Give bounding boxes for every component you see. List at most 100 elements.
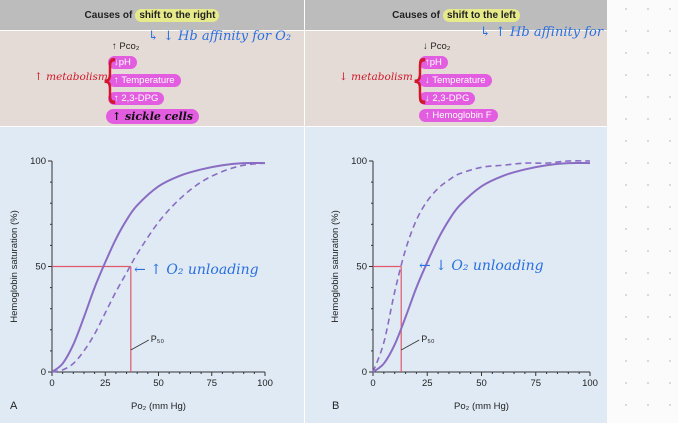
grid-dot — [669, 294, 671, 296]
grid-dot — [625, 228, 627, 230]
panel-a-pill-temperature: ↑ Temperature — [108, 74, 181, 87]
series-normal — [51, 161, 266, 373]
panel-b-chart-bg — [305, 127, 607, 423]
panel-b-pill-ph: ↑pH — [419, 56, 448, 69]
panel-b-chart: 0 50 100 0 25 50 75 100 Po₂ (mm Hg) Hemoglobin sa… — [330, 156, 598, 412]
right-margin-band — [607, 0, 678, 423]
panel-b-brace: { — [411, 50, 429, 108]
y-tick-label: 0 — [41, 367, 46, 378]
series-shifted-left — [372, 160, 591, 373]
grid-dot — [669, 140, 671, 142]
y-tick-label: 0 — [362, 367, 367, 378]
grid-dot — [647, 8, 649, 10]
grid-dot — [625, 184, 627, 186]
grid-dot — [647, 52, 649, 54]
grid-dot — [669, 360, 671, 362]
grid-dot — [647, 184, 649, 186]
x-tick-label: 25 — [422, 378, 433, 389]
grid-dot — [625, 338, 627, 340]
series-shifted-right — [51, 162, 266, 373]
grid-dot — [647, 228, 649, 230]
y-tick-label: 50 — [35, 262, 46, 273]
grid-dot — [647, 162, 649, 164]
grid-dot — [625, 250, 627, 252]
panel-b-pill-temperature: ↓ Temperature — [419, 74, 492, 87]
panel-a-brace: { — [101, 50, 119, 108]
x-tick-label: 100 — [257, 378, 273, 389]
grid-dot — [625, 316, 627, 318]
x-axis-label: Po₂ (mm Hg) — [131, 401, 186, 412]
panel-b-annot-affinity: ↳ ↑ Hb affinity for O₂ — [480, 25, 624, 40]
y-axis-label: Hemoglobin saturation (%) — [330, 210, 341, 322]
grid-dot — [647, 294, 649, 296]
panel-b-header-prefix: Causes of — [392, 9, 440, 21]
panel-a-chart: 0 50 100 0 25 50 75 100 Po₂ (mm Hg) Hemoglobin sa… — [9, 156, 273, 412]
panel-b-factors: ↓ Pco₂ ↑pH ↓ Temperature ↓ 2,3-DPG ↑ Hem… — [305, 25, 623, 126]
grid-dot — [669, 74, 671, 76]
x-tick-label: 50 — [476, 378, 487, 389]
grid-dot — [625, 382, 627, 384]
grid-dot — [669, 338, 671, 340]
grid-dot — [647, 74, 649, 76]
panel-label: A — [10, 400, 18, 412]
panel-a: Causes of shift to the right ↑ Pco₂ ↓pH … — [0, 0, 304, 423]
grid-dot — [625, 162, 627, 164]
grid-dot — [625, 140, 627, 142]
grid-dot — [669, 206, 671, 208]
grid-dot — [669, 228, 671, 230]
p50-label: P₅₀ — [421, 334, 435, 344]
panel-b-pill-dpg: ↓ 2,3-DPG — [419, 92, 476, 105]
panel-a-annot-unloading: ← ↑ O₂ unloading — [134, 262, 259, 278]
panel-b-annot-metabolism: ↓ metabolism — [339, 71, 413, 83]
panel-label: B — [332, 400, 339, 412]
grid-dot — [647, 96, 649, 98]
panel-b-pill-hbf: ↑ Hemoglobin F — [419, 109, 498, 122]
grid-dot — [669, 52, 671, 54]
grid-dot — [647, 338, 649, 340]
grid-dot — [669, 8, 671, 10]
grid-dot — [625, 404, 627, 406]
grid-dot — [647, 250, 649, 252]
panel-a-annot-metabolism: ↑ metabolism — [34, 71, 108, 83]
grid-dot — [647, 30, 649, 32]
x-tick-label: 0 — [370, 378, 375, 389]
panel-b-factor-pco2: ↓ Pco₂ — [423, 41, 451, 52]
grid-dot — [669, 382, 671, 384]
panel-b-header-highlight: shift to the left — [442, 8, 520, 22]
p50-leader-line — [401, 339, 420, 351]
y-tick-label: 100 — [351, 156, 367, 167]
grid-dot — [647, 382, 649, 384]
panel-a-annot-affinity: ↳ ↓ Hb affinity for O₂ — [148, 29, 292, 44]
grid-dot — [625, 118, 627, 120]
grid-dot — [669, 184, 671, 186]
grid-dot — [669, 316, 671, 318]
grid-dot — [647, 316, 649, 318]
grid-dot — [647, 206, 649, 208]
grid-dot — [625, 8, 627, 10]
grid-dot — [625, 30, 627, 32]
panel-a-header-highlight: shift to the right — [135, 8, 220, 22]
grid-dot — [669, 30, 671, 32]
grid-dot — [625, 272, 627, 274]
x-tick-label: 25 — [100, 378, 111, 389]
panel-a-chart-bg — [0, 127, 304, 423]
grid-dot — [669, 272, 671, 274]
grid-dot — [625, 294, 627, 296]
grid-dot — [647, 404, 649, 406]
grid-dot — [625, 206, 627, 208]
grid-dot — [625, 74, 627, 76]
x-tick-label: 100 — [582, 378, 598, 389]
panel-a-factors: ↑ Pco₂ ↓pH ↑ Temperature ↑ 2,3-DPG ↑ sic… — [0, 29, 304, 126]
panel-a-pill-dpg: ↑ 2,3-DPG — [108, 92, 165, 105]
panel-b: Causes of shift to the left ↓ Pco₂ ↑pH ↓… — [305, 0, 623, 423]
p50-leader-line — [130, 339, 150, 351]
y-tick-label: 100 — [30, 156, 46, 167]
grid-dot — [625, 52, 627, 54]
grid-dot — [647, 118, 649, 120]
grid-dot — [647, 140, 649, 142]
series-normal — [372, 161, 591, 373]
x-tick-label: 0 — [49, 378, 54, 389]
grid-dot — [669, 404, 671, 406]
grid-dot — [669, 162, 671, 164]
panel-a-pill-sickle: ↑ sickle cells — [106, 109, 199, 124]
